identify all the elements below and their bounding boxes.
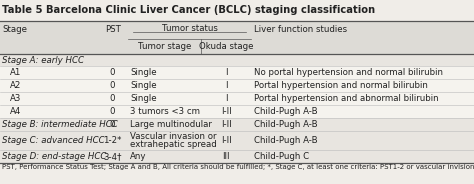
Text: PST, Performance Status Test; Stage A and B, All criteria should be fulfilled; *: PST, Performance Status Test; Stage A an…: [2, 164, 474, 170]
Text: A1: A1: [10, 68, 22, 77]
Text: I: I: [225, 94, 228, 103]
Bar: [0, 163, 474, 184]
Text: Single: Single: [130, 94, 157, 103]
Text: Stage B: intermediate HCC: Stage B: intermediate HCC: [2, 120, 118, 129]
Text: Liver function studies: Liver function studies: [254, 25, 346, 34]
Text: I-II: I-II: [221, 136, 232, 145]
Text: I: I: [225, 81, 228, 90]
Text: PST: PST: [105, 25, 120, 34]
Text: Tumor status: Tumor status: [162, 24, 218, 33]
Bar: [0, 118, 474, 131]
Bar: [0, 131, 474, 150]
Text: 0: 0: [110, 81, 115, 90]
Text: Stage D: end-stage HCC: Stage D: end-stage HCC: [2, 152, 107, 161]
Bar: [0, 54, 474, 66]
Text: A2: A2: [10, 81, 22, 90]
Bar: [0, 92, 474, 105]
Text: Child-Pugh C: Child-Pugh C: [254, 152, 309, 161]
Text: Table 5 Barcelona Clinic Liver Cancer (BCLC) staging classification: Table 5 Barcelona Clinic Liver Cancer (B…: [2, 6, 375, 15]
Text: 0: 0: [110, 120, 115, 129]
Text: Any: Any: [130, 152, 147, 161]
Text: I-II: I-II: [221, 107, 232, 116]
Text: Tumor stage: Tumor stage: [138, 42, 191, 51]
Bar: [0, 21, 474, 39]
Text: A3: A3: [10, 94, 22, 103]
Text: Single: Single: [130, 81, 157, 90]
Text: Portal hypertension and abnormal bilirubin: Portal hypertension and abnormal bilirub…: [254, 94, 438, 103]
Text: Vascular invasion or: Vascular invasion or: [130, 132, 217, 141]
Text: I: I: [225, 68, 228, 77]
Text: extrahepatic spread: extrahepatic spread: [130, 140, 217, 149]
Text: I-II: I-II: [221, 120, 232, 129]
Text: Stage C: advanced HCC: Stage C: advanced HCC: [2, 136, 105, 145]
Text: 3 tumors <3 cm: 3 tumors <3 cm: [130, 107, 201, 116]
Text: No portal hypertension and normal bilirubin: No portal hypertension and normal biliru…: [254, 68, 443, 77]
Text: 0: 0: [110, 94, 115, 103]
Bar: [0, 105, 474, 118]
Bar: [0, 66, 474, 79]
Text: Portal hypertension and normal bilirubin: Portal hypertension and normal bilirubin: [254, 81, 428, 90]
Text: Child-Pugh A-B: Child-Pugh A-B: [254, 120, 317, 129]
Text: 3-4†: 3-4†: [103, 152, 122, 161]
Bar: [0, 39, 474, 54]
Text: 0: 0: [110, 68, 115, 77]
Bar: [0, 150, 474, 163]
Text: Stage A: early HCC: Stage A: early HCC: [2, 56, 84, 65]
Text: Child-Pugh A-B: Child-Pugh A-B: [254, 107, 317, 116]
Text: Okuda stage: Okuda stage: [199, 42, 254, 51]
Text: Child-Pugh A-B: Child-Pugh A-B: [254, 136, 317, 145]
Bar: [0, 79, 474, 92]
Text: Single: Single: [130, 68, 157, 77]
Text: A4: A4: [10, 107, 22, 116]
Text: Large multinodular: Large multinodular: [130, 120, 212, 129]
Text: III: III: [223, 152, 230, 161]
Text: Stage: Stage: [2, 25, 27, 34]
Text: 0: 0: [110, 107, 115, 116]
Text: 1-2*: 1-2*: [103, 136, 122, 145]
